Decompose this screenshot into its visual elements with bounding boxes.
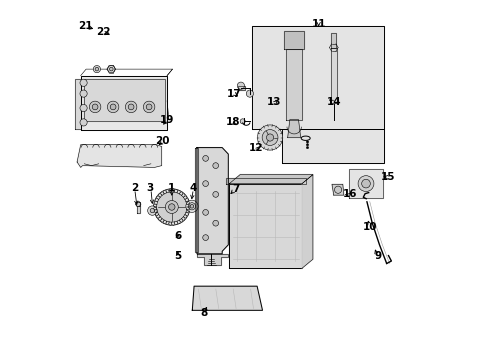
Circle shape [95, 67, 99, 71]
Circle shape [212, 220, 218, 226]
Circle shape [306, 147, 308, 149]
Text: 7: 7 [231, 184, 239, 194]
Text: 15: 15 [381, 172, 395, 182]
Polygon shape [192, 286, 262, 310]
Circle shape [107, 101, 119, 113]
Circle shape [361, 179, 369, 188]
Circle shape [188, 203, 195, 210]
Polygon shape [84, 79, 165, 121]
Text: 12: 12 [248, 143, 263, 153]
Polygon shape [282, 129, 384, 163]
Circle shape [203, 235, 208, 240]
Circle shape [237, 82, 244, 89]
Text: 10: 10 [363, 222, 377, 232]
Polygon shape [229, 175, 312, 184]
Text: 13: 13 [266, 96, 281, 107]
Circle shape [240, 119, 244, 124]
Circle shape [212, 163, 218, 168]
Polygon shape [197, 254, 228, 265]
Circle shape [262, 130, 277, 145]
Polygon shape [285, 49, 302, 120]
Circle shape [190, 204, 193, 208]
Circle shape [147, 206, 157, 215]
Text: 11: 11 [311, 19, 325, 30]
Circle shape [150, 208, 154, 213]
Polygon shape [287, 120, 300, 138]
Circle shape [185, 200, 198, 212]
Circle shape [203, 181, 208, 186]
Polygon shape [197, 148, 228, 254]
Circle shape [357, 176, 373, 192]
Text: 19: 19 [160, 114, 174, 125]
Text: 4: 4 [189, 183, 197, 193]
Text: 16: 16 [342, 189, 356, 199]
Polygon shape [75, 79, 81, 129]
Text: 20: 20 [155, 136, 169, 146]
Circle shape [306, 144, 308, 146]
Text: 17: 17 [226, 89, 241, 99]
Polygon shape [330, 33, 336, 48]
Text: 22: 22 [96, 27, 110, 37]
Circle shape [165, 201, 178, 213]
Text: 6: 6 [174, 231, 181, 241]
Circle shape [109, 67, 113, 71]
Text: 21: 21 [78, 21, 92, 31]
Polygon shape [137, 205, 140, 213]
Circle shape [89, 101, 101, 113]
Polygon shape [81, 76, 167, 130]
Polygon shape [302, 175, 312, 268]
Circle shape [80, 79, 87, 86]
Circle shape [128, 104, 134, 110]
Circle shape [110, 104, 116, 110]
Polygon shape [331, 184, 343, 195]
Circle shape [92, 104, 98, 110]
Text: 3: 3 [146, 183, 154, 193]
Text: 9: 9 [373, 251, 381, 261]
Circle shape [306, 141, 308, 143]
Circle shape [156, 192, 186, 222]
Circle shape [143, 101, 155, 113]
Text: 18: 18 [225, 117, 240, 127]
Text: 2: 2 [131, 183, 138, 193]
Circle shape [153, 189, 190, 225]
Text: 8: 8 [200, 308, 207, 318]
Polygon shape [330, 48, 336, 103]
Polygon shape [194, 148, 198, 252]
Circle shape [203, 210, 208, 215]
Polygon shape [77, 145, 162, 167]
Circle shape [125, 101, 137, 113]
Circle shape [266, 134, 273, 141]
Circle shape [246, 90, 253, 97]
Circle shape [107, 66, 115, 73]
Circle shape [80, 90, 87, 97]
Circle shape [257, 125, 282, 150]
Circle shape [80, 104, 87, 112]
Polygon shape [238, 86, 244, 90]
Polygon shape [348, 169, 382, 198]
Circle shape [146, 104, 152, 110]
Circle shape [203, 156, 208, 161]
Circle shape [136, 202, 141, 207]
Text: 14: 14 [326, 96, 341, 107]
Polygon shape [229, 184, 302, 268]
Polygon shape [251, 26, 384, 129]
Polygon shape [284, 31, 304, 49]
Circle shape [80, 119, 87, 126]
Circle shape [334, 186, 341, 193]
Text: 1: 1 [168, 183, 175, 193]
Circle shape [93, 66, 101, 73]
Polygon shape [225, 178, 305, 184]
Circle shape [212, 192, 218, 197]
Text: 5: 5 [174, 251, 181, 261]
Circle shape [168, 204, 175, 210]
